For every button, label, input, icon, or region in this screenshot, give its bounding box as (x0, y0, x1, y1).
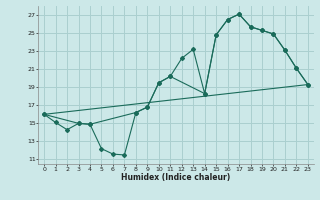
X-axis label: Humidex (Indice chaleur): Humidex (Indice chaleur) (121, 173, 231, 182)
